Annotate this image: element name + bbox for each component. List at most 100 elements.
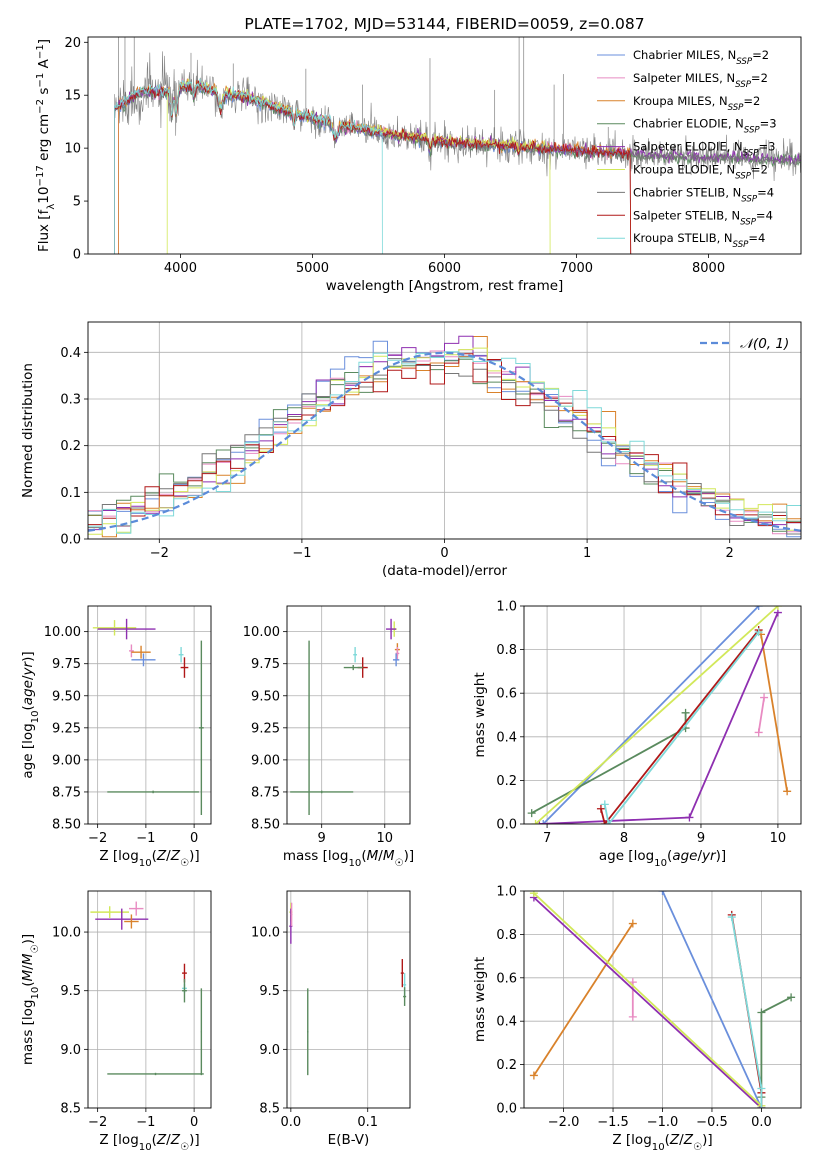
plus-marker: [773, 606, 782, 610]
histogram-kroupa-stelib: [88, 351, 801, 534]
chart-spectrum: 4000 5000 6000 7000 8000 0 5 10 15 20 wavelength […: [35, 15, 802, 294]
y-tick-label: 15: [64, 89, 81, 104]
axes-frame: [286, 890, 411, 1109]
x-tick-label: −1: [136, 831, 155, 846]
x-tick-label: −1.5: [597, 1115, 629, 1130]
weight-series-kroupa-stelib: [727, 913, 766, 1108]
x-tick-label: 10: [376, 831, 393, 846]
plot-area: [524, 606, 801, 824]
plus-marker: [757, 1084, 766, 1093]
x-axis-label: Z [log10(Z/Z☉)]: [99, 1132, 199, 1153]
x-tick-label: 5000: [296, 261, 329, 276]
plus-marker: [757, 1104, 766, 1108]
x-axis-label: (data-model)/error: [382, 563, 508, 579]
y-tick-label: 0.4: [60, 346, 81, 361]
x-tick-label: 0: [190, 831, 198, 846]
plus-marker: [600, 820, 609, 824]
y-tick-label: 0.8: [496, 643, 517, 658]
x-tick-label: 0: [190, 1115, 198, 1130]
x-tick-label: 4000: [164, 261, 197, 276]
plus-marker: [757, 1008, 766, 1017]
x-tick-label: 0.0: [751, 1115, 772, 1130]
errorbar-point: [353, 647, 358, 663]
chart-mass_vs_z: −2 −1 0 8.5 9.0 9.5 10.0 Z [log10(Z/Z☉)] mass [l…: [20, 890, 212, 1153]
model-spectrum-salpeter-stelib: [114, 80, 632, 254]
plus-marker: [628, 1012, 637, 1021]
normal-reference-curve: [88, 351, 801, 532]
chart-massweight_vs_z: −2.0 −1.5 −1.0 −0.5 0.0 0.0 0.2 0.4 0.6 0.8 1.0 Z […: [472, 885, 802, 1153]
errorbar-point: [131, 645, 151, 659]
errorbar-point: [386, 618, 397, 640]
plus-marker: [754, 628, 763, 637]
y-tick-label: 0.6: [496, 687, 517, 702]
x-tick-label: 7: [543, 831, 551, 846]
chart-age_vs_z: −2 −1 0 8.50 8.75 9.00 9.25 9.50 9.75 10.00 Z [log…: [20, 605, 212, 869]
y-tick-label: 0.0: [496, 818, 517, 833]
y-tick-label: 8.75: [52, 785, 81, 800]
y-tick-label: 9.75: [251, 657, 280, 672]
weight-series-salpeter-miles: [754, 693, 769, 737]
errorbar-point: [290, 902, 293, 927]
y-axis-label: Flux [fλ10−17 erg cm−2 s−1 A−1]: [35, 39, 57, 252]
y-tick-label: 10: [64, 142, 81, 157]
x-tick-label: −2.0: [548, 1115, 580, 1130]
x-tick-label: 9: [697, 831, 705, 846]
axes-frame: [286, 605, 411, 825]
chart-mass_vs_ebv: 0.0 0.1 8.5 9.0 9.5 10.0 E(B-V): [251, 890, 411, 1148]
legend-entry: Chabrier ELODIE, NSSP=3: [633, 117, 777, 136]
x-tick-label: 8: [620, 831, 628, 846]
legend-entry: Chabrier STELIB, NSSP=4: [633, 185, 774, 204]
axes-frame: [87, 890, 212, 1109]
y-axis-label: Normed distribution: [20, 363, 36, 498]
axes-frame: [523, 605, 802, 825]
legend-entry: Salpeter STELIB, NSSP=4: [633, 208, 773, 227]
y-tick-label: 0: [73, 248, 81, 263]
y-tick-label: 10.0: [251, 926, 280, 941]
plus-marker: [531, 820, 540, 824]
x-tick-label: 1: [583, 546, 591, 561]
weight-series-salpeter-stelib: [596, 625, 763, 824]
errorbar-point: [200, 988, 203, 1076]
model-spectrum-kroupa-stelib: [114, 78, 383, 254]
y-tick-label: 9.0: [259, 1043, 280, 1058]
y-axis-label: mass weight: [472, 957, 488, 1042]
plus-marker: [760, 693, 769, 702]
chart-massweight_vs_age: 7 8 9 10 0.0 0.2 0.4 0.6 0.8 1.0 age [log10(age/yr…: [472, 600, 802, 869]
plus-marker: [600, 800, 609, 809]
chart-residuals: −2 −1 0 1 2 0.0 0.1 0.2 0.3 0.4 (data-model)/error…: [20, 321, 802, 579]
errorbar-point: [392, 653, 400, 667]
weight-series-chabrier-elodie: [527, 708, 690, 818]
weight-series-salpeter-elodie: [529, 893, 766, 1108]
y-tick-label: 5: [73, 195, 81, 210]
x-tick-label: −2: [150, 546, 169, 561]
legend-entry: Salpeter ELODIE, NSSP=3: [633, 140, 775, 159]
axes-frame: [523, 890, 802, 1109]
plus-marker: [783, 787, 792, 796]
y-tick-label: 9.5: [60, 984, 81, 999]
weight-series-chabrier-elodie: [757, 993, 796, 1102]
x-tick-label: −2: [88, 1115, 107, 1130]
errorbar-point: [400, 959, 404, 988]
x-axis-label: Z [log10(Z/Z☉)]: [612, 1132, 712, 1153]
y-tick-label: 10.00: [243, 625, 280, 640]
y-tick-label: 9.00: [52, 753, 81, 768]
x-tick-label: −2: [88, 831, 107, 846]
x-tick-label: 0: [440, 546, 448, 561]
weight-series-chabrier-miles: [539, 606, 763, 824]
x-axis-label: mass [log10(M/M☉)]: [283, 848, 414, 869]
legend: Chabrier MILES, NSSP=2 Salpeter MILES, NS…: [597, 48, 777, 250]
x-axis-label: wavelength [Angstrom, rest frame]: [326, 278, 564, 294]
plus-marker: [727, 913, 736, 922]
y-tick-label: 8.50: [52, 818, 81, 833]
y-tick-label: 8.50: [251, 818, 280, 833]
errorbar-point: [343, 664, 363, 671]
x-axis-label: age [log10(age/yr)]: [599, 848, 726, 869]
y-tick-label: 0.0: [496, 1102, 517, 1117]
legend-entry: 𝒩(0, 1): [740, 336, 789, 352]
y-tick-label: 0.4: [496, 1015, 517, 1030]
errorbar-point: [90, 906, 129, 918]
histogram-salpeter-elodie: [88, 335, 801, 531]
errorbar-point: [129, 644, 134, 658]
y-tick-label: 0.3: [60, 393, 81, 408]
